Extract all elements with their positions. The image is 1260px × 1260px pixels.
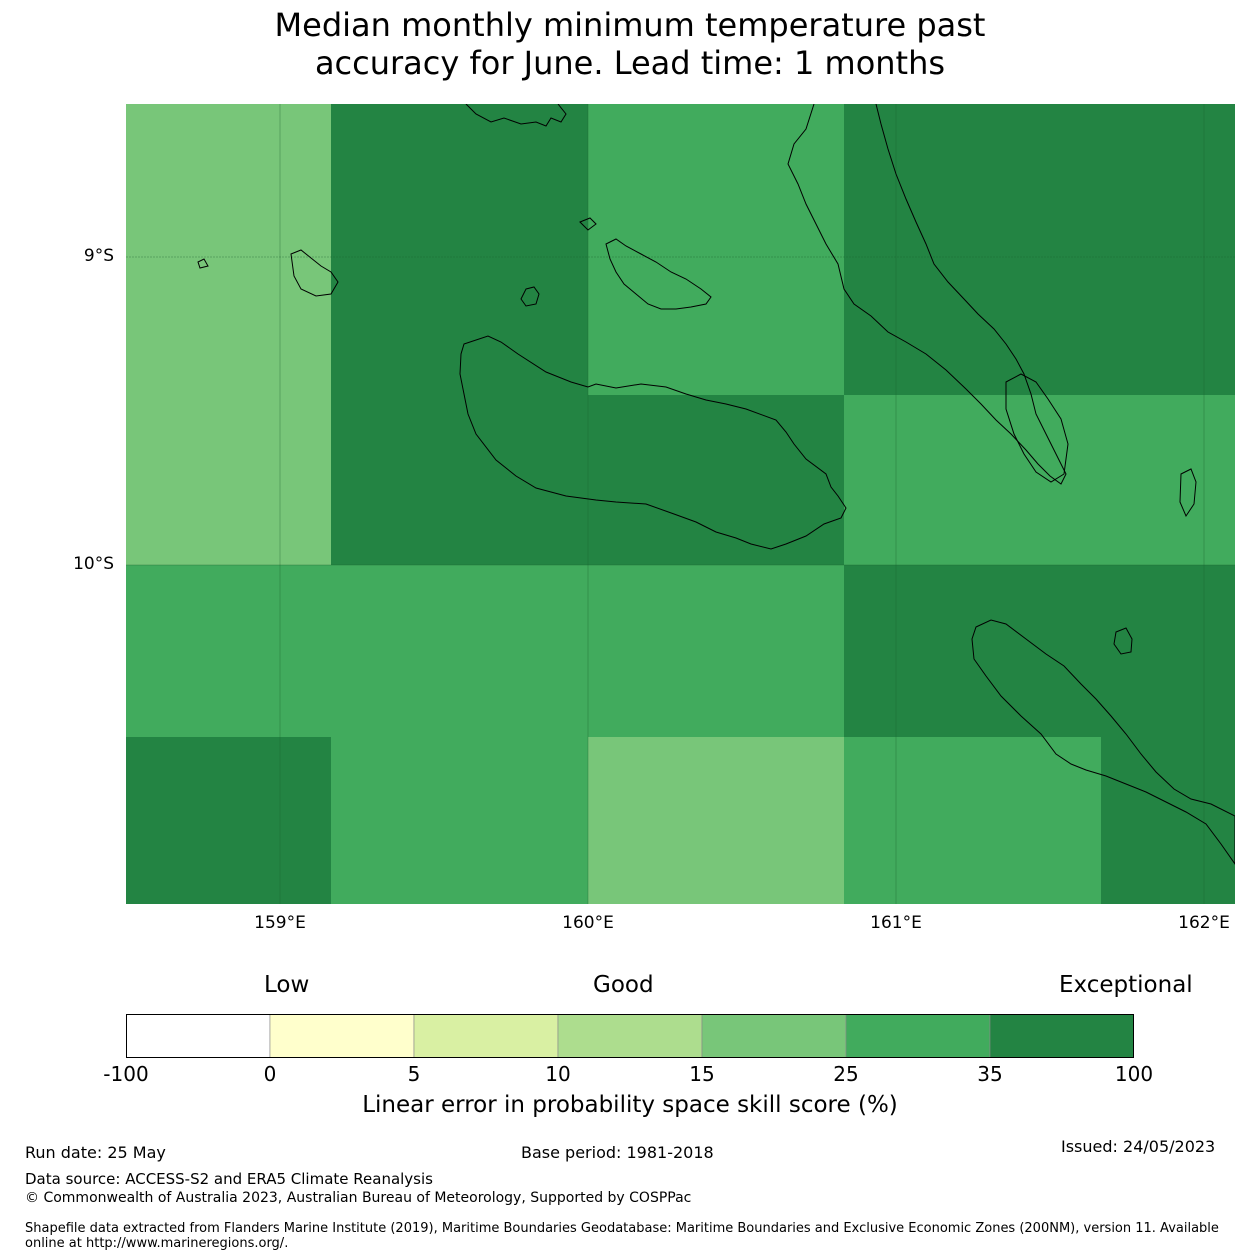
colorbar-segments <box>125 1013 1135 1059</box>
lon-label-159e: 159°E <box>254 913 306 933</box>
map-title: Median monthly minimum temperature past … <box>0 6 1260 82</box>
islet-ulawa <box>1113 627 1133 655</box>
islet-north <box>465 104 567 127</box>
colorbar-word-exceptional: Exceptional <box>1059 972 1193 998</box>
cell <box>126 737 331 904</box>
title-line-1: Median monthly minimum temperature past <box>274 6 986 44</box>
lat-label-9s: 9°S <box>83 246 114 266</box>
colorbar-tick-label: 15 <box>689 1062 715 1086</box>
cell <box>588 395 844 565</box>
colorbar-segment <box>413 1013 559 1059</box>
cell <box>844 737 1101 904</box>
copyright: © Commonwealth of Australia 2023, Austra… <box>25 1190 692 1206</box>
cell <box>126 104 331 565</box>
lon-label-162e: 162°E <box>1178 913 1230 933</box>
islet-russell <box>290 249 339 297</box>
lat-label-10s: 10°S <box>73 554 114 574</box>
coastlines <box>197 104 1235 865</box>
data-source: Data source: ACCESS-S2 and ERA5 Climate … <box>25 1170 433 1188</box>
cell <box>588 737 844 904</box>
cell <box>331 737 588 904</box>
skill-map-svg <box>126 104 1235 904</box>
malaita-coast <box>787 104 1067 485</box>
skill-map <box>126 104 1235 904</box>
colorbar-tick-label: 100 <box>1114 1062 1154 1086</box>
colorbar-tick-label: 25 <box>833 1062 859 1086</box>
cell <box>126 565 844 737</box>
lon-label-161e: 161°E <box>870 913 922 933</box>
cell <box>1101 737 1235 904</box>
islet-west <box>197 258 209 269</box>
colorbar-segment <box>269 1013 415 1059</box>
cell <box>844 104 1235 395</box>
colorbar-segment <box>125 1013 271 1059</box>
colorbar-word-low: Low <box>264 972 310 998</box>
graticule <box>126 104 1235 904</box>
cell <box>331 104 588 565</box>
colorbar <box>125 1013 1135 1059</box>
colorbar-tick-label: 10 <box>545 1062 571 1086</box>
colorbar-tick-label: 5 <box>407 1062 421 1086</box>
colorbar-segment <box>845 1013 991 1059</box>
cell <box>844 565 1235 737</box>
savo-island <box>520 286 540 307</box>
small-malaita <box>1005 373 1069 483</box>
colorbar-label: Linear error in probability space skill … <box>362 1092 898 1118</box>
colorbar-segment <box>701 1013 847 1059</box>
islet-a <box>579 217 597 231</box>
colorbar-word-good: Good <box>593 972 654 998</box>
title-line-2: accuracy for June. Lead time: 1 months <box>314 44 946 82</box>
colorbar-svg <box>125 1013 1135 1059</box>
skill-cells <box>126 104 1235 904</box>
colorbar-tick-label: 0 <box>263 1062 277 1086</box>
guadalcanal-coast <box>459 335 847 550</box>
makira-coast <box>971 619 1235 865</box>
colorbar-frame <box>126 1014 1134 1058</box>
run-date: Run date: 25 May <box>25 1143 166 1162</box>
cell <box>588 104 844 395</box>
shapefile-credit: Shapefile data extracted from Flanders M… <box>25 1221 1219 1251</box>
colorbar-segment <box>989 1013 1135 1059</box>
issued-date: Issued: 24/05/2023 <box>1061 1137 1216 1156</box>
colorbar-tick-label: 35 <box>977 1062 1003 1086</box>
colorbar-segment <box>557 1013 703 1059</box>
islet-east <box>1179 468 1197 518</box>
colorbar-tick-label: -100 <box>103 1062 149 1086</box>
florida-islands-coast <box>605 238 712 310</box>
lon-label-160e: 160°E <box>562 913 614 933</box>
base-period: Base period: 1981-2018 <box>521 1143 714 1162</box>
cell <box>844 395 1235 565</box>
